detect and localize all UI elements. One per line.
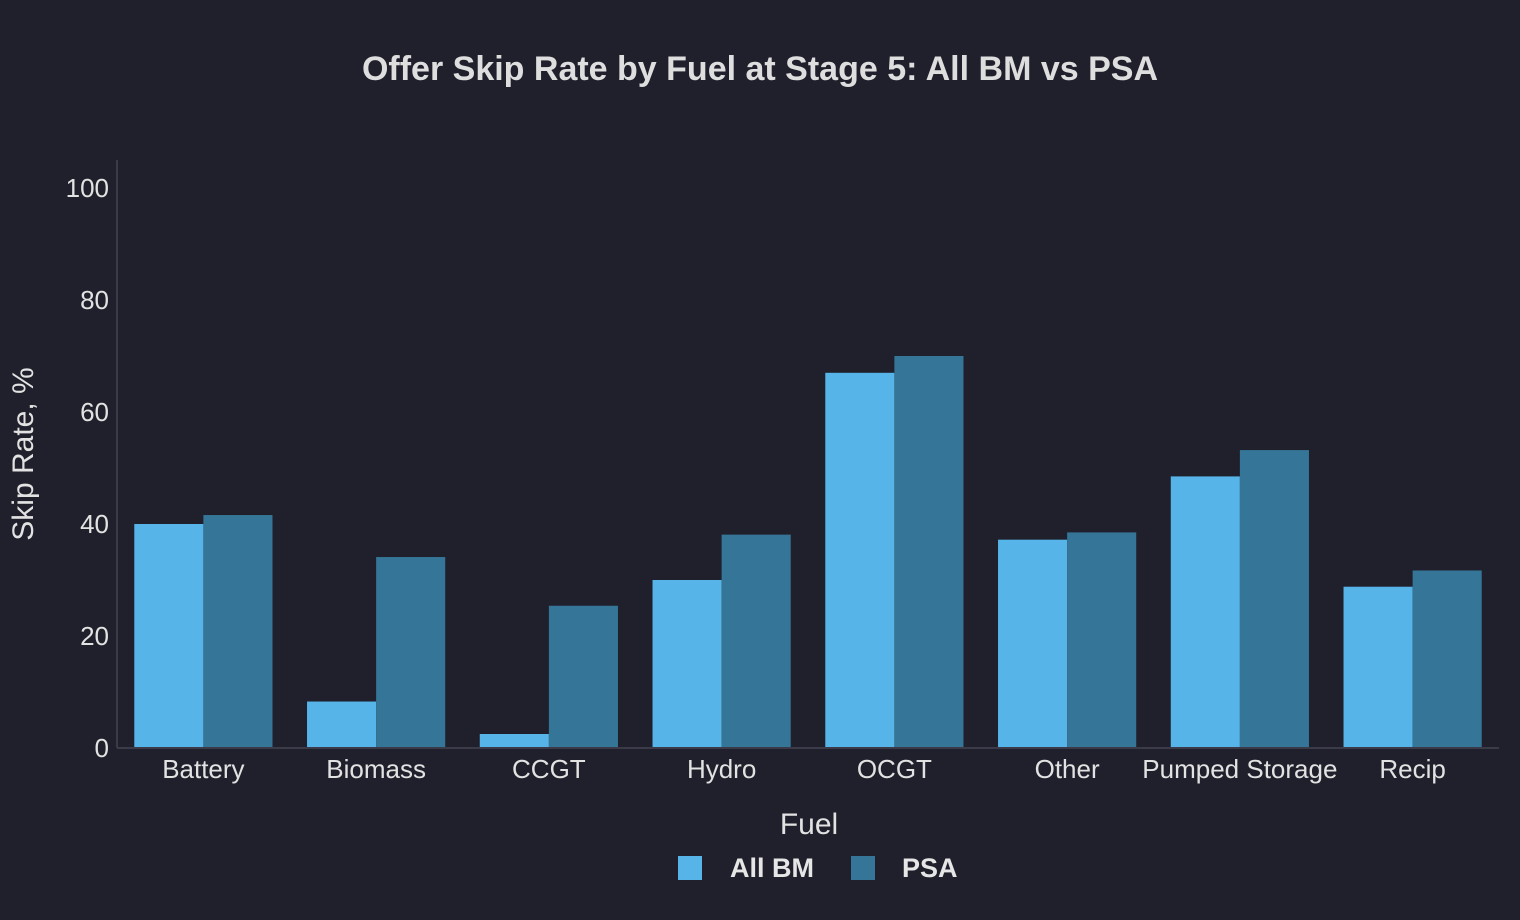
bar-psa-biomass[interactable] [376, 557, 446, 748]
y-tick-label: 60 [80, 397, 109, 427]
bar-psa-other[interactable] [1067, 532, 1137, 748]
x-tick-label: Hydro [687, 754, 756, 784]
bar-psa-hydro[interactable] [721, 534, 791, 748]
bar-all-bm-ocgt[interactable] [825, 372, 895, 748]
y-axis: 0 20 40 60 80 100 [66, 160, 118, 763]
x-tick-label: Biomass [326, 754, 426, 784]
y-tick-label: 80 [80, 285, 109, 315]
bar-psa-battery[interactable] [203, 515, 273, 748]
x-tick-label: CCGT [512, 754, 586, 784]
bar-all-bm-battery[interactable] [134, 524, 204, 748]
x-tick-label: Other [1035, 754, 1100, 784]
bar-all-bm-biomass[interactable] [307, 701, 377, 748]
x-tick-label: Recip [1379, 754, 1445, 784]
bar-all-bm-recip[interactable] [1343, 586, 1413, 748]
y-tick-label: 20 [80, 621, 109, 651]
bar-all-bm-other[interactable] [998, 539, 1068, 748]
x-tick-label: Pumped Storage [1142, 754, 1337, 784]
legend-swatch-psa[interactable] [851, 856, 875, 880]
x-tick-label: Battery [162, 754, 244, 784]
y-tick-label: 0 [95, 733, 109, 763]
y-tick-label: 40 [80, 509, 109, 539]
bar-psa-recip[interactable] [1412, 570, 1482, 748]
legend-swatch-all-bm[interactable] [678, 856, 702, 880]
legend-label-all-bm[interactable]: All BM [730, 853, 814, 883]
bar-all-bm-ccgt[interactable] [479, 734, 549, 748]
bar-all-bm-pumped-storage[interactable] [1170, 476, 1240, 748]
x-tick-label: OCGT [857, 754, 932, 784]
bar-all-bm-hydro[interactable] [652, 580, 722, 748]
x-axis: Battery Biomass CCGT Hydro OCGT Other Pumped S… [117, 747, 1499, 784]
chart-title: Offer Skip Rate by Fuel at Stage 5: All … [362, 50, 1158, 88]
bars [134, 356, 1482, 748]
legend-label-psa[interactable]: PSA [902, 853, 958, 883]
bar-psa-pumped-storage[interactable] [1239, 450, 1309, 748]
y-axis-title: Skip Rate, % [7, 367, 40, 540]
bar-psa-ocgt[interactable] [894, 356, 964, 748]
x-axis-title: Fuel [780, 808, 838, 841]
bar-psa-ccgt[interactable] [548, 605, 618, 748]
y-tick-label: 100 [66, 173, 109, 203]
legend: All BM PSA [678, 853, 958, 883]
